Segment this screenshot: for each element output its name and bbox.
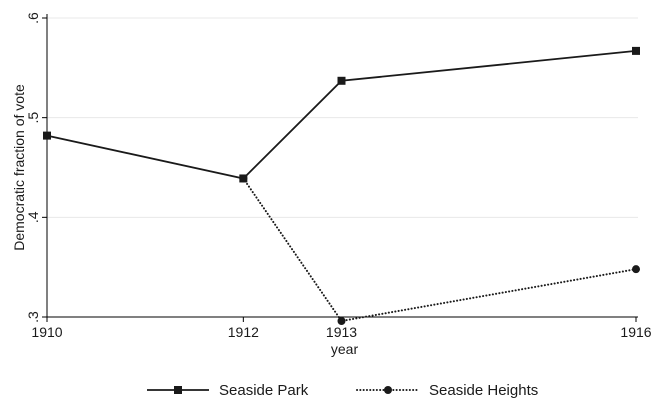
- legend-label: Seaside Park: [219, 382, 309, 399]
- y-axis-ticks: .3 .4 .5 .6: [25, 12, 47, 323]
- legend-item: Seaside Park: [147, 382, 309, 399]
- data-point: [43, 131, 51, 140]
- series-line: [46, 49, 637, 180]
- data-point: [239, 174, 248, 183]
- legend-label: Seaside Heights: [429, 382, 538, 399]
- series-seaside-heights: [239, 174, 640, 325]
- data-point: [632, 265, 640, 274]
- y-tick-label: .5: [25, 112, 41, 124]
- series-seaside-park: [43, 46, 640, 183]
- data-point: [632, 46, 640, 55]
- series: [43, 46, 640, 325]
- x-axis-ticks: 1910 1912 1913 1916: [31, 317, 652, 340]
- axes: [46, 14, 638, 318]
- y-tick-label: .4: [25, 211, 41, 223]
- legend: Seaside Park Seaside Heights: [147, 382, 538, 399]
- y-tick-label: .6: [25, 12, 41, 24]
- x-tick-label: 1916: [620, 324, 651, 340]
- data-point: [337, 76, 346, 85]
- legend-item: Seaside Heights: [356, 382, 538, 399]
- legend-marker: [174, 386, 182, 394]
- grid: [47, 17, 638, 218]
- legend-marker: [384, 386, 392, 394]
- series-line: [242, 177, 637, 323]
- y-axis-title: Democratic fraction of vote: [11, 84, 27, 251]
- x-tick-label: 1912: [228, 324, 259, 340]
- data-point: [337, 316, 346, 325]
- y-tick-label: .3: [25, 311, 41, 323]
- x-axis-title: year: [331, 341, 359, 357]
- x-tick-label: 1910: [31, 324, 62, 340]
- x-tick-label: 1913: [326, 324, 357, 340]
